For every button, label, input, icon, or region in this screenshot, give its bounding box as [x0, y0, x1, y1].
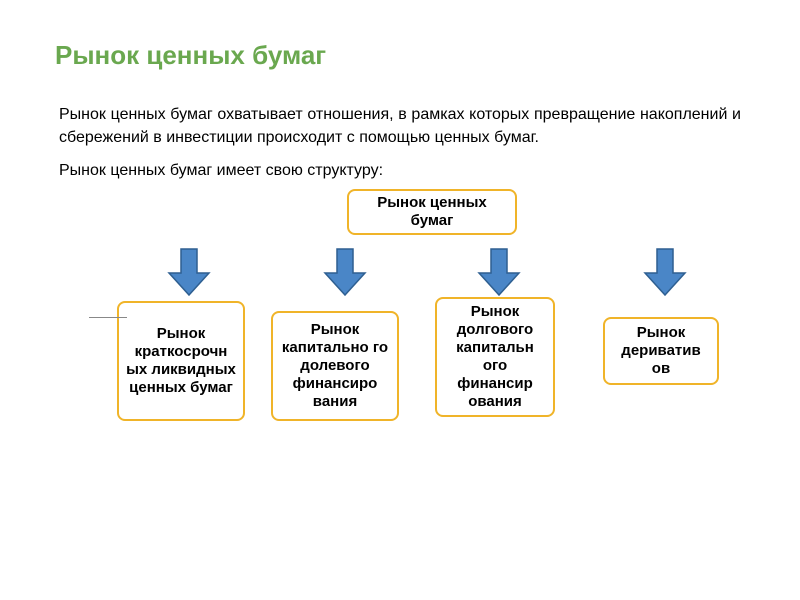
- connector-line: [89, 317, 127, 318]
- arrow-down-icon-2: [477, 247, 521, 297]
- arrow-down-icon-1: [323, 247, 367, 297]
- page-title: Рынок ценных бумаг: [55, 40, 745, 71]
- child-box-2: Рынок долгового капитальн ого финансир о…: [435, 297, 555, 417]
- diagram-area: Рынок ценных бумаг Рынок краткосрочн ых л…: [55, 189, 745, 509]
- structure-line: Рынок ценных бумаг имеет свою структуру:: [55, 159, 745, 182]
- intro-paragraph: Рынок ценных бумаг охватывает отношения,…: [55, 103, 745, 149]
- child-box-3: Рынок дериватив ов: [603, 317, 719, 385]
- child-box-1: Рынок капитально го долевого финансиро в…: [271, 311, 399, 421]
- root-box: Рынок ценных бумаг: [347, 189, 517, 235]
- child-box-0: Рынок краткосрочн ых ликвидных ценных бу…: [117, 301, 245, 421]
- arrow-down-icon-3: [643, 247, 687, 297]
- arrow-down-icon-0: [167, 247, 211, 297]
